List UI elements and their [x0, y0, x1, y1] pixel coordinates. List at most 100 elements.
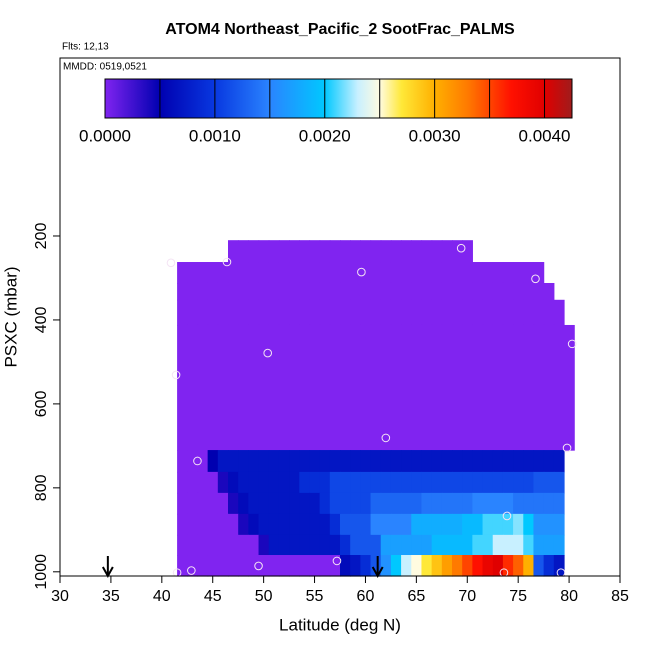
cell	[197, 555, 209, 577]
cell	[289, 513, 300, 536]
cell	[553, 471, 565, 494]
cell	[187, 282, 199, 301]
dates-note: MMDD: 0519,0521	[63, 62, 147, 73]
cell	[228, 240, 239, 263]
cell	[289, 534, 300, 556]
cell	[238, 534, 249, 556]
cell	[228, 282, 239, 301]
cell	[472, 492, 484, 515]
cell	[217, 282, 229, 301]
cell	[177, 492, 188, 515]
cell	[543, 513, 555, 536]
cell	[197, 513, 209, 536]
x-tick-label: 70	[458, 588, 476, 605]
cell	[177, 471, 188, 494]
cell	[472, 450, 484, 473]
cell	[482, 555, 494, 577]
cell	[513, 534, 524, 556]
cell	[411, 282, 423, 301]
cell	[553, 492, 565, 515]
cell	[543, 450, 555, 473]
cell	[472, 534, 484, 556]
cell	[278, 555, 290, 577]
y-tick-label: 200	[33, 223, 50, 250]
cell	[329, 324, 341, 451]
cell	[533, 513, 545, 536]
cell	[350, 492, 361, 515]
cell	[319, 471, 331, 494]
cell	[411, 450, 423, 473]
cell	[401, 299, 412, 326]
cell	[370, 262, 382, 284]
cell	[533, 534, 545, 556]
cell	[502, 282, 514, 301]
cell	[462, 555, 473, 577]
cell	[360, 262, 372, 284]
cell	[370, 555, 382, 577]
cell	[452, 262, 463, 284]
cell	[177, 299, 188, 326]
cell	[502, 450, 514, 473]
cell	[228, 555, 239, 577]
cell	[238, 282, 249, 301]
cell	[492, 262, 504, 284]
sample-point	[567, 339, 577, 349]
sample-point	[187, 566, 196, 575]
cell	[248, 534, 260, 556]
cell	[340, 324, 351, 451]
cell	[207, 262, 219, 284]
cell	[228, 299, 239, 326]
cell	[268, 324, 280, 451]
cell	[431, 299, 443, 326]
x-tick-label: 45	[204, 588, 222, 605]
cell	[411, 299, 423, 326]
cell	[177, 282, 188, 301]
cell	[431, 240, 443, 263]
cell	[421, 299, 433, 326]
cell	[278, 282, 290, 301]
sample-point	[263, 348, 273, 358]
cell	[329, 492, 341, 515]
cell	[258, 471, 270, 494]
cell	[238, 471, 249, 494]
cell	[492, 513, 504, 536]
cell	[289, 262, 300, 284]
cell	[472, 299, 484, 326]
cell	[523, 513, 535, 536]
cell	[523, 534, 535, 556]
sample-point	[222, 257, 232, 267]
cell	[268, 262, 280, 284]
sample-point	[456, 243, 466, 253]
cell	[309, 534, 321, 556]
cell	[523, 492, 535, 515]
cell	[278, 262, 290, 284]
cell	[309, 450, 321, 473]
cell	[543, 324, 555, 451]
cell	[217, 299, 229, 326]
cell	[492, 534, 504, 556]
cell	[329, 555, 341, 577]
cell	[513, 282, 524, 301]
cell	[502, 324, 514, 451]
cell	[360, 299, 372, 326]
cell	[299, 450, 311, 473]
cell	[319, 450, 331, 473]
cell	[441, 262, 453, 284]
cell	[207, 534, 219, 556]
cell	[452, 299, 463, 326]
cell	[421, 471, 433, 494]
cell	[207, 492, 219, 515]
cell	[502, 262, 514, 284]
cell	[228, 262, 239, 284]
cell	[421, 324, 433, 451]
cell	[513, 262, 524, 284]
cell	[278, 299, 290, 326]
cell	[340, 262, 351, 284]
cell	[533, 555, 545, 577]
colorbar-tick-label: 0.0000	[79, 126, 131, 145]
cell	[421, 534, 433, 556]
cell	[177, 555, 188, 577]
cell	[248, 492, 260, 515]
cell	[309, 282, 321, 301]
cell	[340, 471, 351, 494]
